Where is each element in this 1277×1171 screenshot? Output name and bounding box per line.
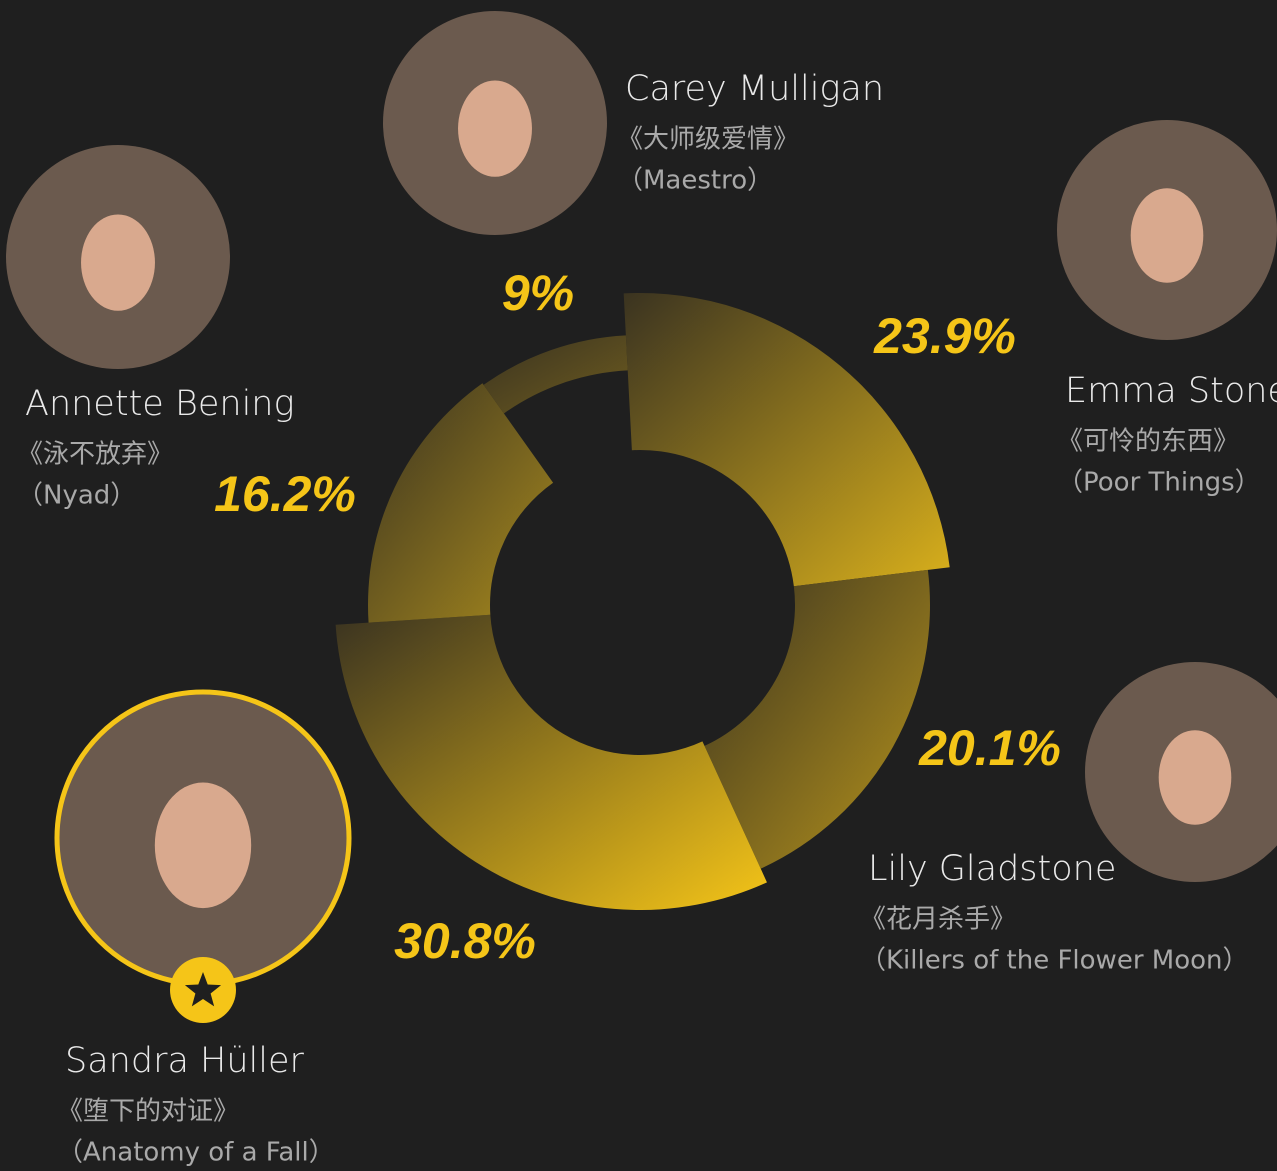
- value-label: 9%: [502, 265, 574, 321]
- actress-name: Carey Mulligan: [625, 69, 884, 109]
- film-title-cn: 《堕下的对证》: [57, 1097, 239, 1127]
- portrait-face: [81, 214, 155, 311]
- film-title-en: （Poor Things）: [1057, 468, 1261, 498]
- actress-name: Emma Stone: [1065, 371, 1277, 411]
- film-title-cn: 《可怜的东西》: [1057, 427, 1239, 457]
- film-title-en: （Nyad）: [17, 481, 136, 511]
- actress-name: Sandra Hüller: [65, 1041, 305, 1081]
- actress-name: Annette Bening: [25, 384, 295, 424]
- film-title-en: （Maestro）: [617, 166, 773, 196]
- value-label: 30.8%: [394, 913, 536, 969]
- film-title-cn: 《大师级爱情》: [617, 125, 799, 155]
- value-label: 23.9%: [873, 308, 1016, 364]
- portrait-face: [1158, 730, 1232, 825]
- portrait-face: [1130, 188, 1204, 283]
- donut-slice: [335, 614, 767, 910]
- film-title-cn: 《花月杀手》: [860, 905, 1016, 935]
- donut-slice: [483, 335, 628, 414]
- winner-star: [184, 972, 222, 1007]
- donut-slice: [367, 383, 554, 623]
- donut-slice: [704, 569, 930, 869]
- donut-slice: [623, 293, 950, 587]
- film-title-en: （Anatomy of a Fall）: [57, 1138, 335, 1168]
- portrait-face: [458, 80, 532, 177]
- film-title-cn: 《泳不放弃》: [17, 440, 173, 470]
- value-label: 16.2%: [214, 466, 356, 522]
- film-title-en: （Killers of the Flower Moon）: [860, 946, 1249, 976]
- portrait-face: [154, 782, 252, 909]
- value-label: 20.1%: [918, 720, 1061, 776]
- actress-name: Lily Gladstone: [868, 849, 1116, 889]
